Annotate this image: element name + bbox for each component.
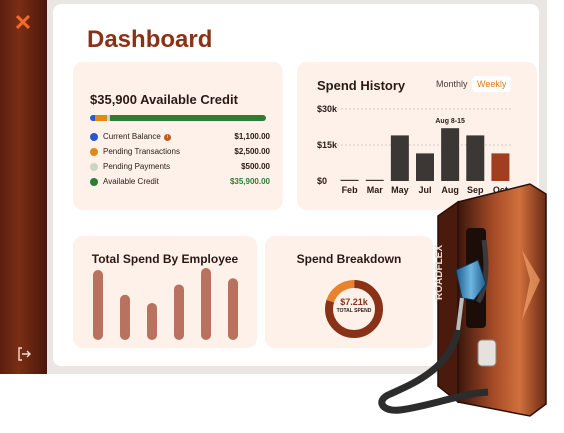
legend-dot bbox=[90, 133, 98, 141]
history-bar[interactable] bbox=[466, 135, 485, 181]
history-bar[interactable] bbox=[340, 179, 359, 181]
total-spend-value: $7.21k bbox=[340, 297, 368, 307]
employee-bar[interactable] bbox=[228, 278, 238, 340]
y-tick-label: $0 bbox=[317, 176, 327, 186]
credit-legend-row: Available Credit $35,900.00 bbox=[90, 175, 270, 189]
legend-label: Pending Transactions bbox=[103, 147, 180, 156]
spend-breakdown-title: Spend Breakdown bbox=[296, 252, 402, 266]
y-tick-label: $15k bbox=[317, 140, 338, 150]
donut-slice[interactable] bbox=[325, 280, 383, 338]
employee-bar[interactable] bbox=[93, 270, 103, 340]
sidebar: ✕ bbox=[0, 0, 47, 374]
x-tick-label: Oct bbox=[493, 185, 508, 195]
legend-dot bbox=[90, 163, 98, 171]
spend-history-card: Spend History Monthly Weekly $0 $15k $30k F… bbox=[297, 62, 537, 210]
legend-label: Current Balance i bbox=[103, 132, 171, 141]
info-icon[interactable]: i bbox=[163, 134, 171, 141]
legend-value: $500.00 bbox=[241, 162, 270, 171]
employee-bar[interactable] bbox=[147, 302, 157, 340]
legend-label: Pending Payments bbox=[103, 162, 171, 171]
dashboard-panel: Dashboard $35,900 Available Credit Curre… bbox=[53, 4, 539, 366]
employee-spend-card: Total Spend By Employee bbox=[73, 236, 257, 348]
close-icon[interactable]: ✕ bbox=[13, 10, 33, 35]
legend-dot bbox=[90, 178, 98, 186]
available-credit-card: $35,900 Available Credit Current Balance… bbox=[73, 62, 283, 210]
employee-bar[interactable] bbox=[201, 268, 211, 340]
history-bar[interactable] bbox=[365, 179, 384, 181]
history-bar[interactable] bbox=[491, 153, 510, 181]
legend-value: $35,900.00 bbox=[229, 177, 270, 186]
history-bar[interactable] bbox=[390, 135, 409, 181]
x-tick-label: Jul bbox=[418, 185, 431, 195]
spend-history-chart: $0 $15k $30k Feb Mar May Jul Aug Aug 8-15 Sep Oct bbox=[317, 104, 513, 195]
logout-icon[interactable] bbox=[16, 346, 32, 362]
legend-dot bbox=[90, 148, 98, 156]
total-spend-label: TOTAL SPEND bbox=[336, 308, 372, 314]
fuel-pump-illustration: ROADFLEX bbox=[378, 183, 547, 417]
credit-usage-bar bbox=[90, 115, 266, 121]
credit-title: $35,900 Available Credit bbox=[90, 92, 238, 107]
x-tick-label: Feb bbox=[342, 185, 359, 195]
credit-bar-segment bbox=[109, 115, 266, 121]
credit-legend-row: Pending Transactions $2,500.00 bbox=[90, 145, 270, 159]
x-tick-label: Mar bbox=[367, 185, 384, 195]
history-bar[interactable] bbox=[416, 153, 434, 181]
credit-legend-row: Pending Payments $500.00 bbox=[90, 160, 270, 174]
page-title: Dashboard bbox=[87, 26, 213, 53]
spend-history-title: Spend History bbox=[317, 78, 406, 93]
credit-bar-segment bbox=[107, 115, 110, 121]
x-tick-label: Aug bbox=[441, 185, 459, 195]
legend-label: Available Credit bbox=[103, 177, 159, 186]
y-tick-label: $30k bbox=[317, 104, 338, 114]
legend-value: $2,500.00 bbox=[234, 147, 270, 156]
employee-spend-chart bbox=[93, 268, 238, 340]
x-tick-label: May bbox=[391, 185, 409, 195]
monthly-toggle[interactable]: Monthly bbox=[436, 79, 468, 89]
credit-bar-segment bbox=[94, 115, 108, 121]
credit-bar-segment bbox=[90, 115, 95, 121]
spend-breakdown-card: Spend Breakdown $7.21k TOTAL SPEND bbox=[265, 236, 433, 348]
employee-bar[interactable] bbox=[174, 284, 184, 340]
donut-slice[interactable] bbox=[325, 280, 383, 338]
app-window: Dashboard $35,900 Available Credit Curre… bbox=[47, 0, 547, 374]
spend-breakdown-donut bbox=[325, 280, 383, 338]
credit-legend-row: Current Balance i $1,100.00 bbox=[90, 130, 270, 144]
history-bar[interactable] bbox=[441, 128, 460, 181]
employee-spend-title: Total Spend By Employee bbox=[91, 252, 239, 266]
x-tick-label: Sep bbox=[467, 185, 484, 195]
highlight-label: Aug 8-15 bbox=[435, 118, 465, 125]
legend-value: $1,100.00 bbox=[234, 132, 270, 141]
weekly-toggle[interactable]: Weekly bbox=[472, 76, 512, 92]
pump-brand-text: ROADFLEX bbox=[434, 245, 445, 300]
employee-bar[interactable] bbox=[120, 294, 130, 340]
